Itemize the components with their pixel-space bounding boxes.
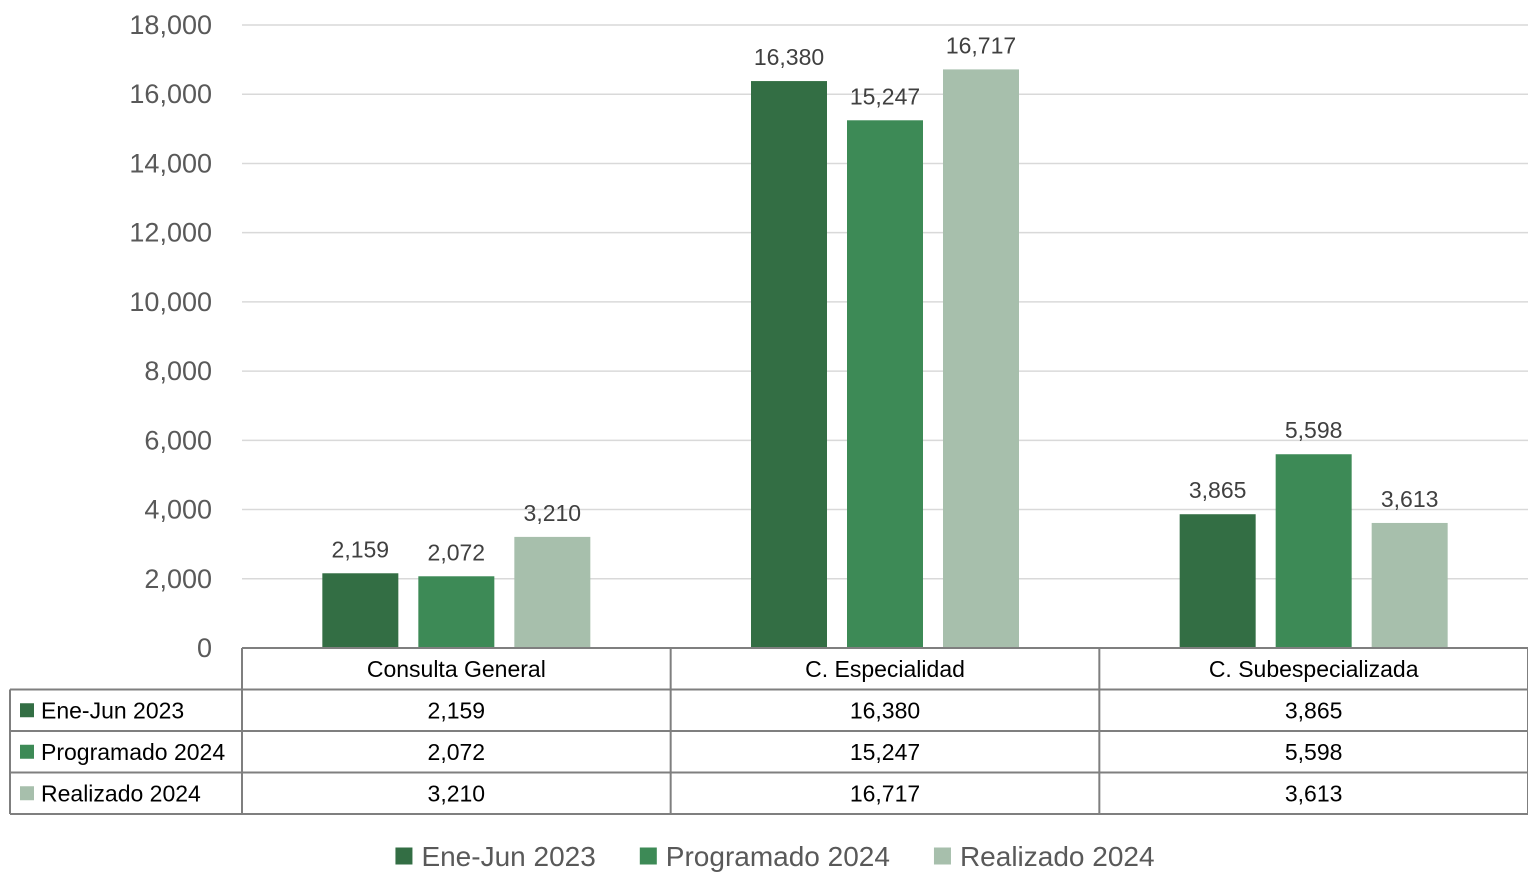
- bar: [943, 69, 1019, 648]
- bar: [418, 576, 495, 648]
- table-cell: 3,613: [1285, 780, 1343, 806]
- bars: [322, 69, 1448, 649]
- y-tick-label: 2,000: [144, 564, 212, 594]
- data-label: 2,072: [428, 539, 486, 565]
- y-tick-label: 4,000: [144, 495, 212, 525]
- table-cell: 16,380: [850, 697, 920, 723]
- data-label: 3,865: [1189, 477, 1247, 503]
- category-label: Consulta General: [367, 656, 546, 682]
- bar: [847, 120, 923, 649]
- y-tick-label: 6,000: [144, 425, 212, 455]
- bar: [1179, 514, 1256, 648]
- table-cell: 16,717: [850, 780, 920, 806]
- y-tick-label: 16,000: [129, 79, 212, 109]
- data-label: 16,717: [946, 32, 1016, 58]
- legend: Ene-Jun 2023 Programado 2024 Realizado 202…: [395, 841, 1155, 872]
- y-tick-label: 8,000: [144, 356, 212, 386]
- y-tick-label: 14,000: [129, 148, 212, 178]
- table-cell: 3,210: [428, 780, 486, 806]
- table-row-label: Programado 2024: [41, 739, 225, 765]
- table-legend-key: [20, 744, 34, 759]
- table-cell: 2,072: [428, 739, 486, 765]
- table-cell: 5,598: [1285, 739, 1343, 765]
- legend-key: [395, 847, 413, 865]
- legend-label: Programado 2024: [666, 841, 890, 872]
- legend-label: Ene-Jun 2023: [421, 841, 595, 872]
- y-axis: 0 2,000 4,000 6,000 8,000 10,000 12,000 14,000 1…: [129, 10, 212, 663]
- category-label: C. Subespecializada: [1209, 656, 1419, 682]
- data-label: 3,613: [1381, 486, 1439, 512]
- data-label: 5,598: [1285, 417, 1343, 443]
- data-label: 3,210: [524, 500, 582, 526]
- legend-key: [639, 847, 657, 865]
- table-legend-key: [20, 786, 34, 801]
- bar: [322, 573, 399, 648]
- data-label: 16,380: [754, 44, 824, 70]
- data-label: 15,247: [850, 83, 920, 109]
- table-cell: 2,159: [428, 697, 486, 723]
- table-cell: 3,865: [1285, 697, 1343, 723]
- bar: [1275, 454, 1352, 648]
- table-cell: 15,247: [850, 739, 920, 765]
- bar: [514, 536, 591, 648]
- y-tick-label: 0: [197, 633, 212, 663]
- bar: [1371, 522, 1448, 648]
- legend-key: [933, 847, 951, 865]
- category-label: C. Especialidad: [805, 656, 965, 682]
- legend-label: Realizado 2024: [960, 841, 1155, 872]
- bar: [751, 81, 827, 648]
- table-row-label: Ene-Jun 2023: [41, 697, 184, 723]
- table-legend-key: [20, 703, 34, 718]
- data-labels: 2,159 2,072 3,210 16,380 15,247 16,717 3,865 5,…: [332, 32, 1439, 565]
- data-label: 2,159: [332, 536, 390, 562]
- y-tick-label: 12,000: [129, 218, 212, 248]
- data-table: Consulta General C. Especialidad C. Subesp…: [9, 647, 1528, 815]
- table-row-label: Realizado 2024: [41, 780, 201, 806]
- y-tick-label: 10,000: [129, 287, 212, 317]
- y-tick-label: 18,000: [129, 10, 212, 40]
